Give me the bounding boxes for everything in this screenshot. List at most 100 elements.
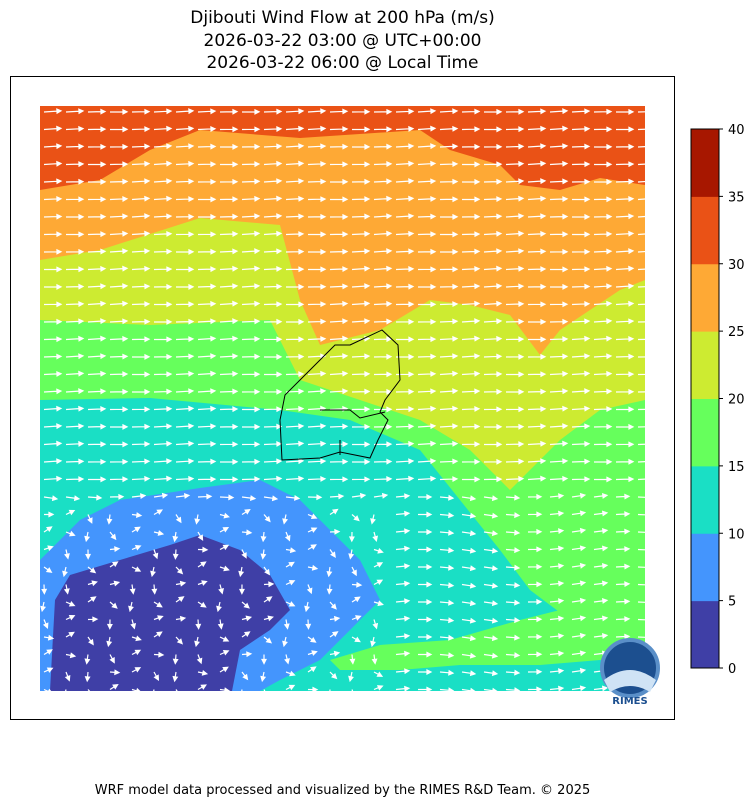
wind-arrow bbox=[219, 300, 239, 307]
wind-arrow bbox=[65, 601, 76, 607]
wind-arrow bbox=[439, 440, 459, 447]
wind-arrow bbox=[395, 353, 415, 360]
wind-arrow bbox=[87, 143, 107, 150]
wind-arrow bbox=[329, 615, 341, 622]
wind-arrow bbox=[87, 423, 107, 430]
wind-arrow bbox=[637, 531, 645, 533]
wind-arrow bbox=[43, 440, 63, 447]
wind-arrow bbox=[219, 512, 230, 519]
wind-arrow bbox=[153, 195, 173, 202]
wind-arrow bbox=[505, 406, 525, 413]
wind-arrow bbox=[285, 405, 305, 412]
wind-arrow bbox=[527, 458, 547, 465]
wind-arrow bbox=[461, 283, 481, 290]
map-frame bbox=[10, 76, 675, 720]
wind-arrow bbox=[241, 689, 243, 691]
wind-arrow bbox=[285, 684, 296, 691]
wind-arrow bbox=[260, 549, 267, 560]
wind-arrow bbox=[549, 125, 569, 132]
wind-arrow bbox=[260, 671, 267, 683]
wind-arrow bbox=[241, 615, 253, 622]
wind-arrow bbox=[461, 353, 481, 360]
wind-arrow bbox=[263, 265, 283, 272]
wind-arrow bbox=[43, 283, 63, 290]
wind-arrow bbox=[109, 423, 129, 430]
wind-arrow bbox=[131, 635, 142, 642]
wind-arrow bbox=[593, 370, 613, 377]
wind-arrow bbox=[307, 513, 318, 519]
wind-arrow bbox=[593, 545, 609, 552]
wind-arrow bbox=[395, 283, 415, 290]
wind-arrow bbox=[131, 126, 151, 133]
wind-arrow bbox=[241, 230, 261, 237]
wind-arrow bbox=[571, 685, 587, 691]
wind-arrow bbox=[87, 596, 97, 603]
wind-arrow bbox=[153, 671, 160, 682]
wind-arrow bbox=[65, 318, 85, 325]
wind-arrow bbox=[593, 213, 613, 220]
wind-arrow bbox=[417, 266, 437, 273]
wind-arrow bbox=[87, 406, 107, 412]
wind-arrow bbox=[307, 458, 327, 465]
wind-arrow bbox=[65, 143, 85, 150]
wind-arrow bbox=[395, 493, 411, 500]
wind-arrow bbox=[370, 514, 376, 525]
wind-arrow bbox=[395, 406, 415, 413]
wind-arrow bbox=[593, 615, 609, 622]
wind-arrow bbox=[43, 248, 63, 255]
wind-arrow bbox=[43, 370, 63, 377]
wind-arrow bbox=[219, 476, 239, 483]
wind-arrow bbox=[395, 528, 411, 535]
wind-arrow bbox=[87, 616, 99, 623]
wind-arrow bbox=[153, 230, 173, 237]
wind-arrow bbox=[439, 161, 459, 168]
wind-arrow bbox=[153, 458, 173, 465]
wind-arrow bbox=[373, 248, 393, 255]
wind-arrow bbox=[43, 266, 63, 273]
wind-arrow bbox=[43, 566, 53, 573]
wind-arrow bbox=[40, 601, 47, 613]
wind-arrow bbox=[483, 635, 499, 642]
wind-arrow bbox=[593, 597, 609, 604]
wind-arrow bbox=[549, 580, 565, 587]
wind-arrow bbox=[329, 108, 349, 115]
wind-arrow bbox=[439, 283, 459, 290]
wind-arrow bbox=[571, 231, 591, 238]
wind-arrow bbox=[329, 213, 349, 220]
wind-arrow bbox=[197, 266, 217, 273]
wind-arrow bbox=[637, 146, 645, 148]
wind-arrow bbox=[175, 318, 195, 325]
wind-arrow bbox=[461, 178, 481, 185]
wind-arrow bbox=[64, 549, 70, 560]
wind-arrow bbox=[131, 388, 151, 395]
wind-arrow bbox=[87, 566, 97, 574]
wind-arrow bbox=[417, 160, 437, 167]
wind-arrow bbox=[395, 125, 415, 132]
wind-arrow bbox=[439, 423, 459, 430]
wind-arrow bbox=[593, 441, 613, 448]
wind-arrow bbox=[285, 248, 305, 255]
wind-arrow bbox=[131, 667, 142, 673]
wind-arrow bbox=[307, 143, 327, 150]
wind-arrow bbox=[131, 336, 151, 343]
wind-arrow bbox=[549, 213, 569, 220]
wind-arrow bbox=[351, 126, 371, 133]
wind-arrow bbox=[637, 373, 645, 376]
wind-arrow bbox=[395, 266, 415, 272]
wind-arrow bbox=[285, 195, 305, 202]
wind-arrow bbox=[549, 528, 565, 535]
rimes-logo-text: RIMES bbox=[612, 696, 647, 707]
wind-arrow bbox=[439, 564, 455, 571]
wind-arrow bbox=[131, 248, 151, 255]
wind-arrow bbox=[150, 566, 156, 578]
wind-arrow bbox=[571, 318, 591, 325]
wind-arrow bbox=[285, 318, 305, 325]
wind-arrow bbox=[241, 508, 251, 516]
wind-arrow bbox=[395, 230, 415, 237]
wind-arrow bbox=[348, 531, 355, 543]
wind-arrow bbox=[395, 301, 415, 308]
wind-arrow bbox=[153, 143, 173, 150]
wind-arrow bbox=[351, 300, 371, 307]
wind-arrow bbox=[194, 514, 201, 525]
wind-arrow bbox=[175, 596, 185, 603]
